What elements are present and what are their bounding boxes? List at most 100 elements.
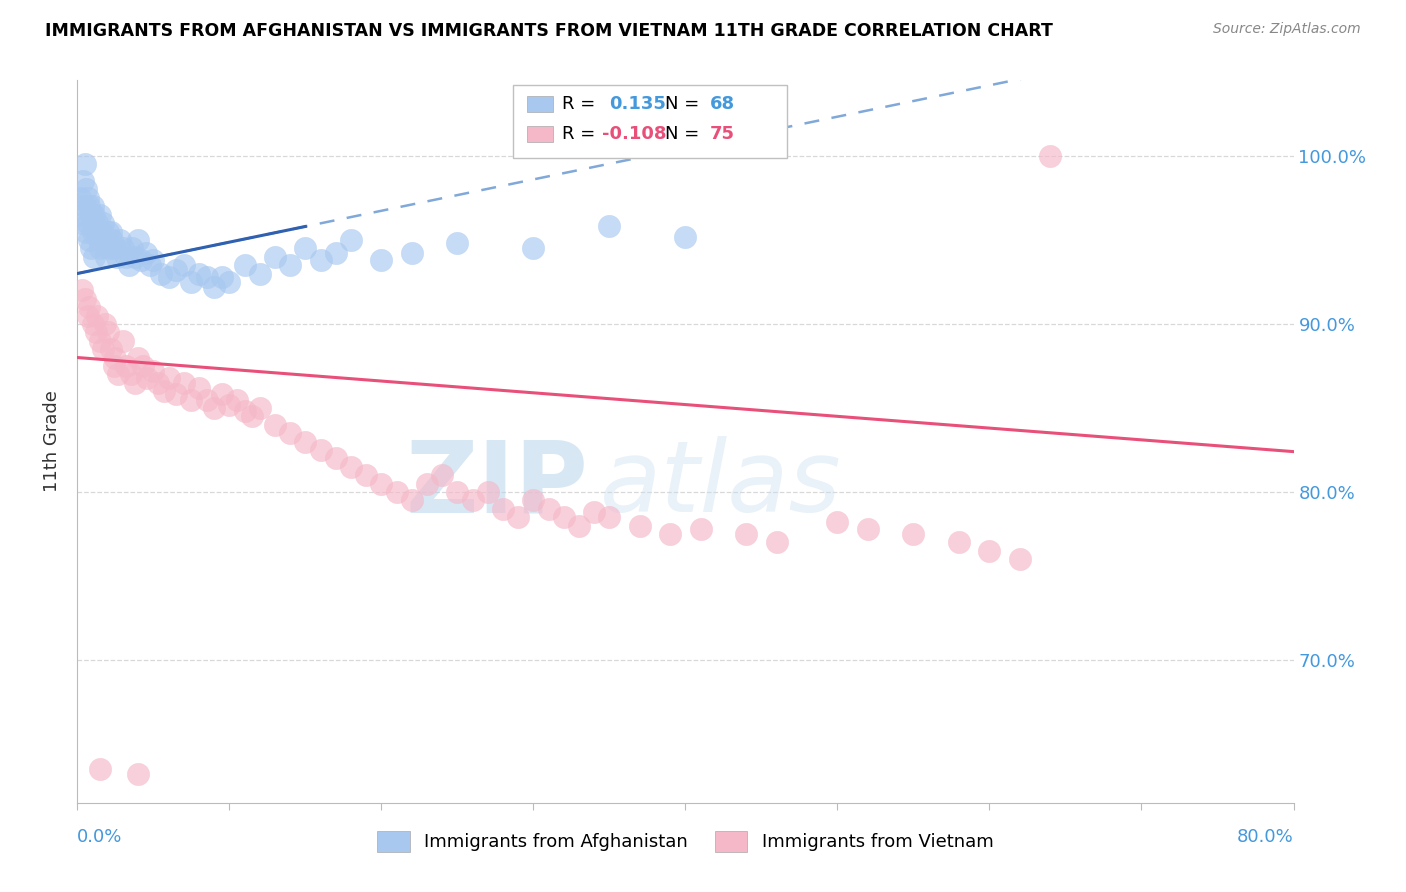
Point <box>127 233 149 247</box>
Point <box>118 258 141 272</box>
Point <box>173 376 195 390</box>
Point <box>79 300 101 314</box>
Point <box>416 476 439 491</box>
Point <box>401 493 423 508</box>
Point <box>278 258 301 272</box>
Point <box>136 370 159 384</box>
Point <box>87 233 110 247</box>
Point <box>139 258 162 272</box>
Point <box>1039 149 1062 163</box>
Point <box>598 219 620 234</box>
Point <box>75 182 97 196</box>
Point <box>135 246 157 260</box>
Point <box>309 442 332 457</box>
Point <box>157 269 180 284</box>
Point <box>340 459 363 474</box>
Point <box>72 174 94 188</box>
Point <box>264 250 287 264</box>
Point <box>598 510 620 524</box>
Point <box>202 401 225 415</box>
Point <box>249 267 271 281</box>
Text: 80.0%: 80.0% <box>1237 828 1294 846</box>
Point <box>84 326 107 340</box>
Point <box>735 527 758 541</box>
Point <box>218 398 240 412</box>
Point <box>83 250 105 264</box>
Point <box>82 225 104 239</box>
Point <box>79 233 101 247</box>
Point <box>111 241 134 255</box>
Point <box>104 351 127 365</box>
Point <box>173 258 195 272</box>
Point <box>233 404 256 418</box>
Point <box>73 292 96 306</box>
Point <box>689 522 711 536</box>
Point <box>82 317 104 331</box>
Point <box>948 535 970 549</box>
Point <box>446 485 468 500</box>
Point <box>115 359 138 373</box>
Point <box>79 199 101 213</box>
Text: IMMIGRANTS FROM AFGHANISTAN VS IMMIGRANTS FROM VIETNAM 11TH GRADE CORRELATION CH: IMMIGRANTS FROM AFGHANISTAN VS IMMIGRANT… <box>45 22 1053 40</box>
Point <box>72 208 94 222</box>
Point <box>149 267 172 281</box>
Point <box>104 241 127 255</box>
Point <box>226 392 249 407</box>
Point <box>84 225 107 239</box>
Point <box>97 326 120 340</box>
Point <box>211 387 233 401</box>
Point <box>86 216 108 230</box>
Point <box>100 342 122 356</box>
Point <box>165 387 187 401</box>
Point <box>430 468 453 483</box>
Text: Source: ZipAtlas.com: Source: ZipAtlas.com <box>1213 22 1361 37</box>
Point <box>80 241 103 255</box>
Point <box>188 267 211 281</box>
Point <box>124 250 146 264</box>
Point <box>675 229 697 244</box>
Text: 75: 75 <box>710 125 735 143</box>
Point <box>294 241 316 255</box>
Text: -0.108: -0.108 <box>602 125 666 143</box>
Point <box>370 476 392 491</box>
Point <box>477 485 499 500</box>
Point <box>100 225 122 239</box>
Point <box>180 392 202 407</box>
Point <box>120 368 142 382</box>
Point <box>91 342 114 356</box>
Text: ZIP: ZIP <box>405 436 588 533</box>
Point <box>370 253 392 268</box>
Point <box>86 309 108 323</box>
Point <box>218 275 240 289</box>
Point <box>101 233 124 247</box>
Point <box>131 359 153 373</box>
Point <box>401 246 423 260</box>
Point <box>278 426 301 441</box>
Point <box>89 762 111 776</box>
Point <box>127 767 149 781</box>
Point <box>553 510 575 524</box>
Text: N =: N = <box>665 125 704 143</box>
Point <box>240 409 263 424</box>
Point <box>153 384 176 398</box>
Point <box>249 401 271 415</box>
Point <box>979 543 1001 558</box>
Point <box>325 246 347 260</box>
Text: R =: R = <box>562 95 602 113</box>
Point <box>583 505 606 519</box>
Point <box>180 275 202 289</box>
Point <box>309 253 332 268</box>
Point <box>188 381 211 395</box>
Point <box>124 376 146 390</box>
Point <box>73 199 96 213</box>
Point <box>91 216 114 230</box>
Y-axis label: 11th Grade: 11th Grade <box>44 391 62 492</box>
Point <box>211 269 233 284</box>
Point <box>73 157 96 171</box>
Point <box>70 216 93 230</box>
Point <box>69 191 91 205</box>
Point <box>340 233 363 247</box>
Point <box>765 535 787 549</box>
Text: 0.135: 0.135 <box>609 95 665 113</box>
Point <box>492 501 515 516</box>
